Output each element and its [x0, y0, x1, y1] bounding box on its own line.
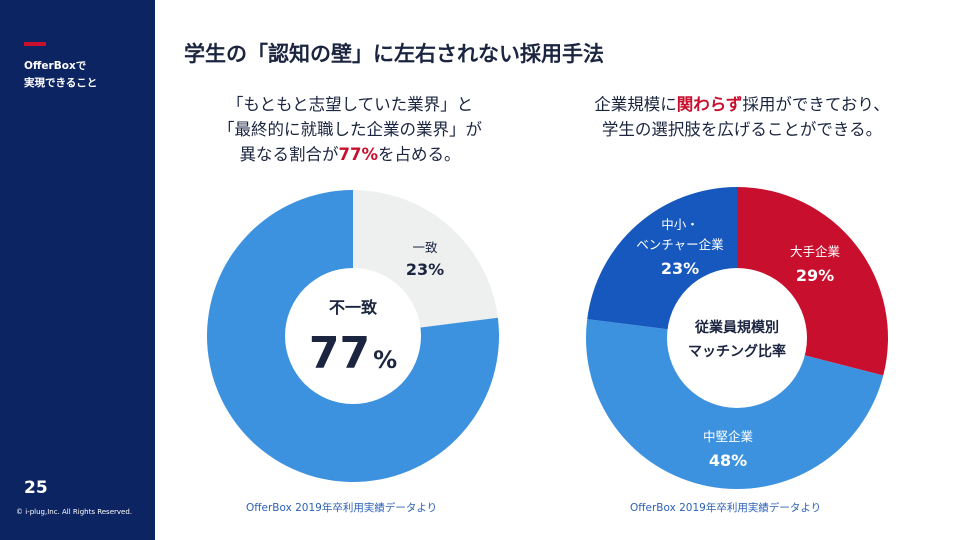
sidebar-label: OfferBoxで 実現できること — [24, 58, 149, 92]
left-source-note: OfferBox 2019年卒利用実績データより — [246, 502, 438, 514]
slice-value-small: 23% — [661, 259, 699, 278]
copyright: © i-plug,Inc. All Rights Reserved. — [16, 508, 133, 516]
sidebar-accent-bar — [24, 42, 46, 46]
donut1-center-unit: % — [373, 346, 397, 374]
right-source-note: OfferBox 2019年卒利用実績データより — [630, 502, 822, 514]
slice-value-large: 29% — [796, 266, 834, 285]
donut1-center-value: 77% — [309, 328, 397, 379]
right-desc-highlight: 関わらず — [676, 95, 743, 114]
slice-label-match: 一致 — [412, 240, 438, 255]
donut-chart-company-size: 大手企業 29% 中堅企業 48% 中小・ ベンチャー企業 23% 従業員規模別… — [586, 187, 888, 489]
slice-label-small-line1: 中小・ — [661, 217, 699, 232]
sidebar-label-line2: 実現できること — [24, 77, 98, 89]
donut-chart-industry-match: 一致 23% 不一致 77% — [206, 190, 499, 482]
left-desc-line1: 「もともと志望していた業界」と — [226, 95, 474, 114]
sidebar-label-line1: OfferBoxで — [24, 60, 87, 72]
left-desc-line3-pre: 異なる割合が — [239, 145, 339, 164]
donut2-center-line2: マッチング比率 — [688, 343, 786, 360]
left-desc-line2: 「最終的に就職した企業の業界」が — [218, 120, 482, 139]
slice-label-small-line2: ベンチャー企業 — [636, 237, 724, 252]
right-desc-line2: 学生の選択肢を広げることができる。 — [601, 120, 883, 139]
right-description: 企業規模に関わらず採用ができており、 学生の選択肢を広げることができる。 — [552, 92, 932, 142]
right-desc-line1-post: 採用ができており、 — [742, 95, 890, 114]
sidebar: OfferBoxで 実現できること 25 © i-plug,Inc. All R… — [0, 0, 155, 540]
donut2-center-line1: 従業員規模別 — [694, 319, 779, 336]
slice-value-mid: 48% — [709, 451, 747, 470]
left-desc-line3-post: を占める。 — [378, 145, 461, 164]
donut1-center-label: 不一致 — [329, 298, 378, 317]
page-number: 25 — [24, 478, 48, 498]
left-desc-highlight: 77% — [338, 145, 379, 164]
right-desc-line1: 企業規模に関わらず採用ができており、 — [552, 92, 932, 117]
slice-value-match: 23% — [406, 260, 444, 279]
donut-hole — [667, 268, 807, 408]
slide-title: 学生の「認知の壁」に左右されない採用手法 — [184, 42, 604, 66]
donut-hole — [285, 268, 421, 404]
left-description: 「もともと志望していた業界」と 「最終的に就職した企業の業界」が 異なる割合が7… — [170, 92, 530, 167]
left-desc-line3: 異なる割合が77%を占める。 — [170, 142, 530, 167]
slice-label-mid: 中堅企業 — [703, 429, 754, 444]
donut1-center-number: 77 — [309, 328, 370, 379]
slice-label-large: 大手企業 — [790, 244, 841, 259]
right-desc-line1-pre: 企業規模に — [594, 95, 677, 114]
